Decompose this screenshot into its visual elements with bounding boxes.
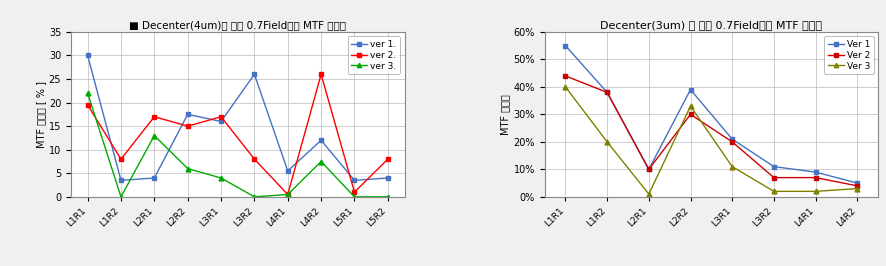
ver 2. bbox=[382, 157, 392, 161]
ver 3. bbox=[183, 167, 193, 170]
ver 2. bbox=[215, 115, 226, 118]
ver 3. bbox=[249, 195, 260, 198]
Ver 2 bbox=[684, 113, 695, 116]
Ver 1 bbox=[684, 88, 695, 91]
Legend: Ver 1, Ver 2, Ver 3: Ver 1, Ver 2, Ver 3 bbox=[823, 36, 873, 74]
Ver 3 bbox=[684, 105, 695, 108]
ver 1. bbox=[149, 176, 159, 180]
ver 2. bbox=[349, 190, 360, 194]
ver 1. bbox=[315, 139, 326, 142]
Ver 1 bbox=[559, 44, 570, 47]
Line: ver 1.: ver 1. bbox=[85, 53, 390, 183]
ver 3. bbox=[149, 134, 159, 137]
ver 2. bbox=[249, 157, 260, 161]
ver 2. bbox=[149, 115, 159, 118]
ver 3. bbox=[82, 92, 93, 95]
ver 2. bbox=[82, 103, 93, 107]
Ver 3 bbox=[601, 140, 611, 143]
Line: ver 2.: ver 2. bbox=[85, 72, 390, 197]
Line: Ver 2: Ver 2 bbox=[563, 73, 859, 188]
Ver 3 bbox=[642, 193, 653, 196]
Ver 3 bbox=[726, 165, 736, 168]
ver 1. bbox=[215, 120, 226, 123]
ver 3. bbox=[215, 176, 226, 180]
ver 1. bbox=[382, 176, 392, 180]
ver 1. bbox=[183, 113, 193, 116]
ver 1. bbox=[115, 179, 126, 182]
Line: Ver 3: Ver 3 bbox=[563, 85, 859, 197]
Ver 1 bbox=[851, 181, 861, 185]
ver 1. bbox=[249, 73, 260, 76]
ver 2. bbox=[282, 193, 292, 196]
ver 2. bbox=[183, 124, 193, 128]
ver 3. bbox=[115, 195, 126, 198]
Title: ■ Decenter(4um)에 따른 0.7Field에서 MTF 변화율: ■ Decenter(4um)에 따른 0.7Field에서 MTF 변화율 bbox=[129, 20, 346, 30]
ver 3. bbox=[282, 193, 292, 196]
ver 2. bbox=[315, 73, 326, 76]
Ver 2 bbox=[601, 91, 611, 94]
Ver 3 bbox=[559, 85, 570, 89]
Ver 1 bbox=[726, 138, 736, 141]
Ver 3 bbox=[851, 187, 861, 190]
Title: Decenter(3um) 에 따른 0.7Field에서 MTF 변화율: Decenter(3um) 에 따른 0.7Field에서 MTF 변화율 bbox=[600, 20, 821, 30]
Ver 1 bbox=[601, 91, 611, 94]
Line: ver 3.: ver 3. bbox=[85, 91, 390, 199]
Ver 2 bbox=[851, 184, 861, 188]
ver 1. bbox=[282, 169, 292, 173]
Legend: ver 1., ver 2., ver 3.: ver 1., ver 2., ver 3. bbox=[347, 36, 400, 74]
Ver 2 bbox=[767, 176, 778, 179]
Ver 1 bbox=[642, 168, 653, 171]
Ver 2 bbox=[559, 74, 570, 77]
ver 1. bbox=[349, 179, 360, 182]
Line: Ver 1: Ver 1 bbox=[563, 43, 859, 185]
ver 2. bbox=[115, 157, 126, 161]
Ver 1 bbox=[809, 171, 820, 174]
Ver 2 bbox=[642, 168, 653, 171]
ver 3. bbox=[349, 195, 360, 198]
Ver 3 bbox=[809, 190, 820, 193]
ver 3. bbox=[382, 195, 392, 198]
Ver 2 bbox=[809, 176, 820, 179]
ver 1. bbox=[82, 54, 93, 57]
ver 3. bbox=[315, 160, 326, 163]
Y-axis label: MTF 변화율 [ % ]: MTF 변화율 [ % ] bbox=[36, 81, 46, 148]
Ver 2 bbox=[726, 140, 736, 143]
Ver 3 bbox=[767, 190, 778, 193]
Y-axis label: MTF 변화율: MTF 변화율 bbox=[500, 94, 510, 135]
Ver 1 bbox=[767, 165, 778, 168]
